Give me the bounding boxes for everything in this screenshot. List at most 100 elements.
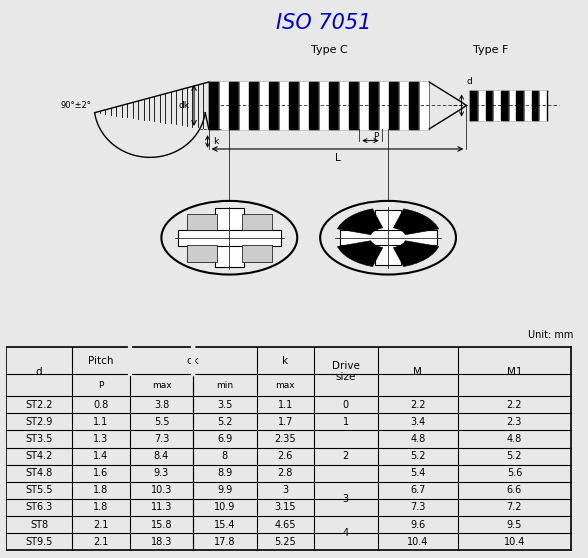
Text: 1.1: 1.1 [278,400,293,410]
Text: ST4.8: ST4.8 [25,468,53,478]
Polygon shape [532,92,539,119]
Text: d: d [466,78,472,86]
Text: 7.2: 7.2 [507,502,522,512]
Text: 5.2: 5.2 [217,417,233,427]
Text: 5.2: 5.2 [507,451,522,461]
Polygon shape [501,92,509,119]
Text: 1.1: 1.1 [93,417,109,427]
Text: 15.8: 15.8 [151,519,172,530]
Polygon shape [338,240,383,267]
Text: 9.6: 9.6 [410,519,426,530]
Polygon shape [249,82,259,129]
Polygon shape [340,230,436,245]
Text: 2.1: 2.1 [93,519,109,530]
Polygon shape [369,82,379,129]
Text: 8.4: 8.4 [154,451,169,461]
Text: Pitch: Pitch [88,355,113,365]
Text: 6.9: 6.9 [217,434,232,444]
Text: 0.8: 0.8 [93,400,109,410]
Text: 3.5: 3.5 [217,400,232,410]
Polygon shape [319,82,329,129]
Text: ST2.2: ST2.2 [25,400,53,410]
Polygon shape [359,82,369,129]
Polygon shape [242,214,272,230]
Text: 3: 3 [343,494,349,504]
Text: M1: M1 [507,367,522,377]
Text: 17.8: 17.8 [214,537,236,547]
Text: 10.9: 10.9 [214,502,236,512]
Polygon shape [178,229,281,246]
Text: ST5.5: ST5.5 [25,485,53,496]
Text: ST6.3: ST6.3 [25,502,53,512]
Text: ISO 7051: ISO 7051 [276,13,371,33]
Text: 2.2: 2.2 [410,400,426,410]
Text: Type F: Type F [473,45,509,55]
Polygon shape [239,82,249,129]
Polygon shape [299,82,309,129]
Text: min: min [216,381,233,389]
Text: 8.9: 8.9 [217,468,232,478]
Text: 0: 0 [343,400,349,410]
Polygon shape [389,82,399,129]
Polygon shape [338,209,383,235]
Text: 3.15: 3.15 [275,502,296,512]
Text: 4: 4 [343,528,349,538]
Text: L: L [335,153,340,163]
Text: k: k [213,137,219,146]
Text: 1.8: 1.8 [93,502,109,512]
Text: max: max [152,381,171,389]
Polygon shape [279,82,289,129]
Polygon shape [509,92,516,119]
Text: 8: 8 [222,451,228,461]
Text: ST3.5: ST3.5 [25,434,53,444]
Text: 7.3: 7.3 [154,434,169,444]
Polygon shape [539,92,547,119]
Polygon shape [409,82,419,129]
Text: 9.5: 9.5 [507,519,522,530]
Text: 1.3: 1.3 [93,434,109,444]
Polygon shape [219,82,229,129]
Text: dk: dk [187,355,199,365]
Polygon shape [470,92,478,119]
Text: 10.4: 10.4 [504,537,525,547]
Polygon shape [393,209,439,235]
Polygon shape [375,210,401,266]
Polygon shape [379,82,389,129]
Text: 1.7: 1.7 [278,417,293,427]
Text: 3.8: 3.8 [154,400,169,410]
Text: 15.4: 15.4 [214,519,236,530]
Text: dk: dk [178,101,189,110]
Text: max: max [276,381,295,389]
Text: 2: 2 [343,451,349,461]
Text: 5.6: 5.6 [507,468,522,478]
Text: 11.3: 11.3 [151,502,172,512]
Polygon shape [329,82,339,129]
Polygon shape [289,82,299,129]
Text: 3.4: 3.4 [410,417,426,427]
Polygon shape [524,92,532,119]
Text: 6.6: 6.6 [507,485,522,496]
Text: 2.1: 2.1 [93,537,109,547]
Text: 2.35: 2.35 [275,434,296,444]
Text: 10.3: 10.3 [151,485,172,496]
Text: 2.6: 2.6 [278,451,293,461]
Polygon shape [393,240,439,267]
Text: M: M [413,367,422,377]
Text: 2.2: 2.2 [507,400,522,410]
Polygon shape [478,92,486,119]
Text: ST4.2: ST4.2 [25,451,53,461]
Text: k: k [282,355,289,365]
Text: 90°±2°: 90°±2° [60,101,91,110]
Polygon shape [242,245,272,262]
Text: 1.8: 1.8 [93,485,109,496]
Polygon shape [486,92,493,119]
Polygon shape [269,82,279,129]
Text: 1: 1 [343,417,349,427]
Text: Drive
size: Drive size [332,361,360,382]
Polygon shape [419,82,429,129]
Text: 9.3: 9.3 [154,468,169,478]
Polygon shape [259,82,269,129]
Polygon shape [229,82,239,129]
Polygon shape [349,82,359,129]
Text: 6.7: 6.7 [410,485,426,496]
